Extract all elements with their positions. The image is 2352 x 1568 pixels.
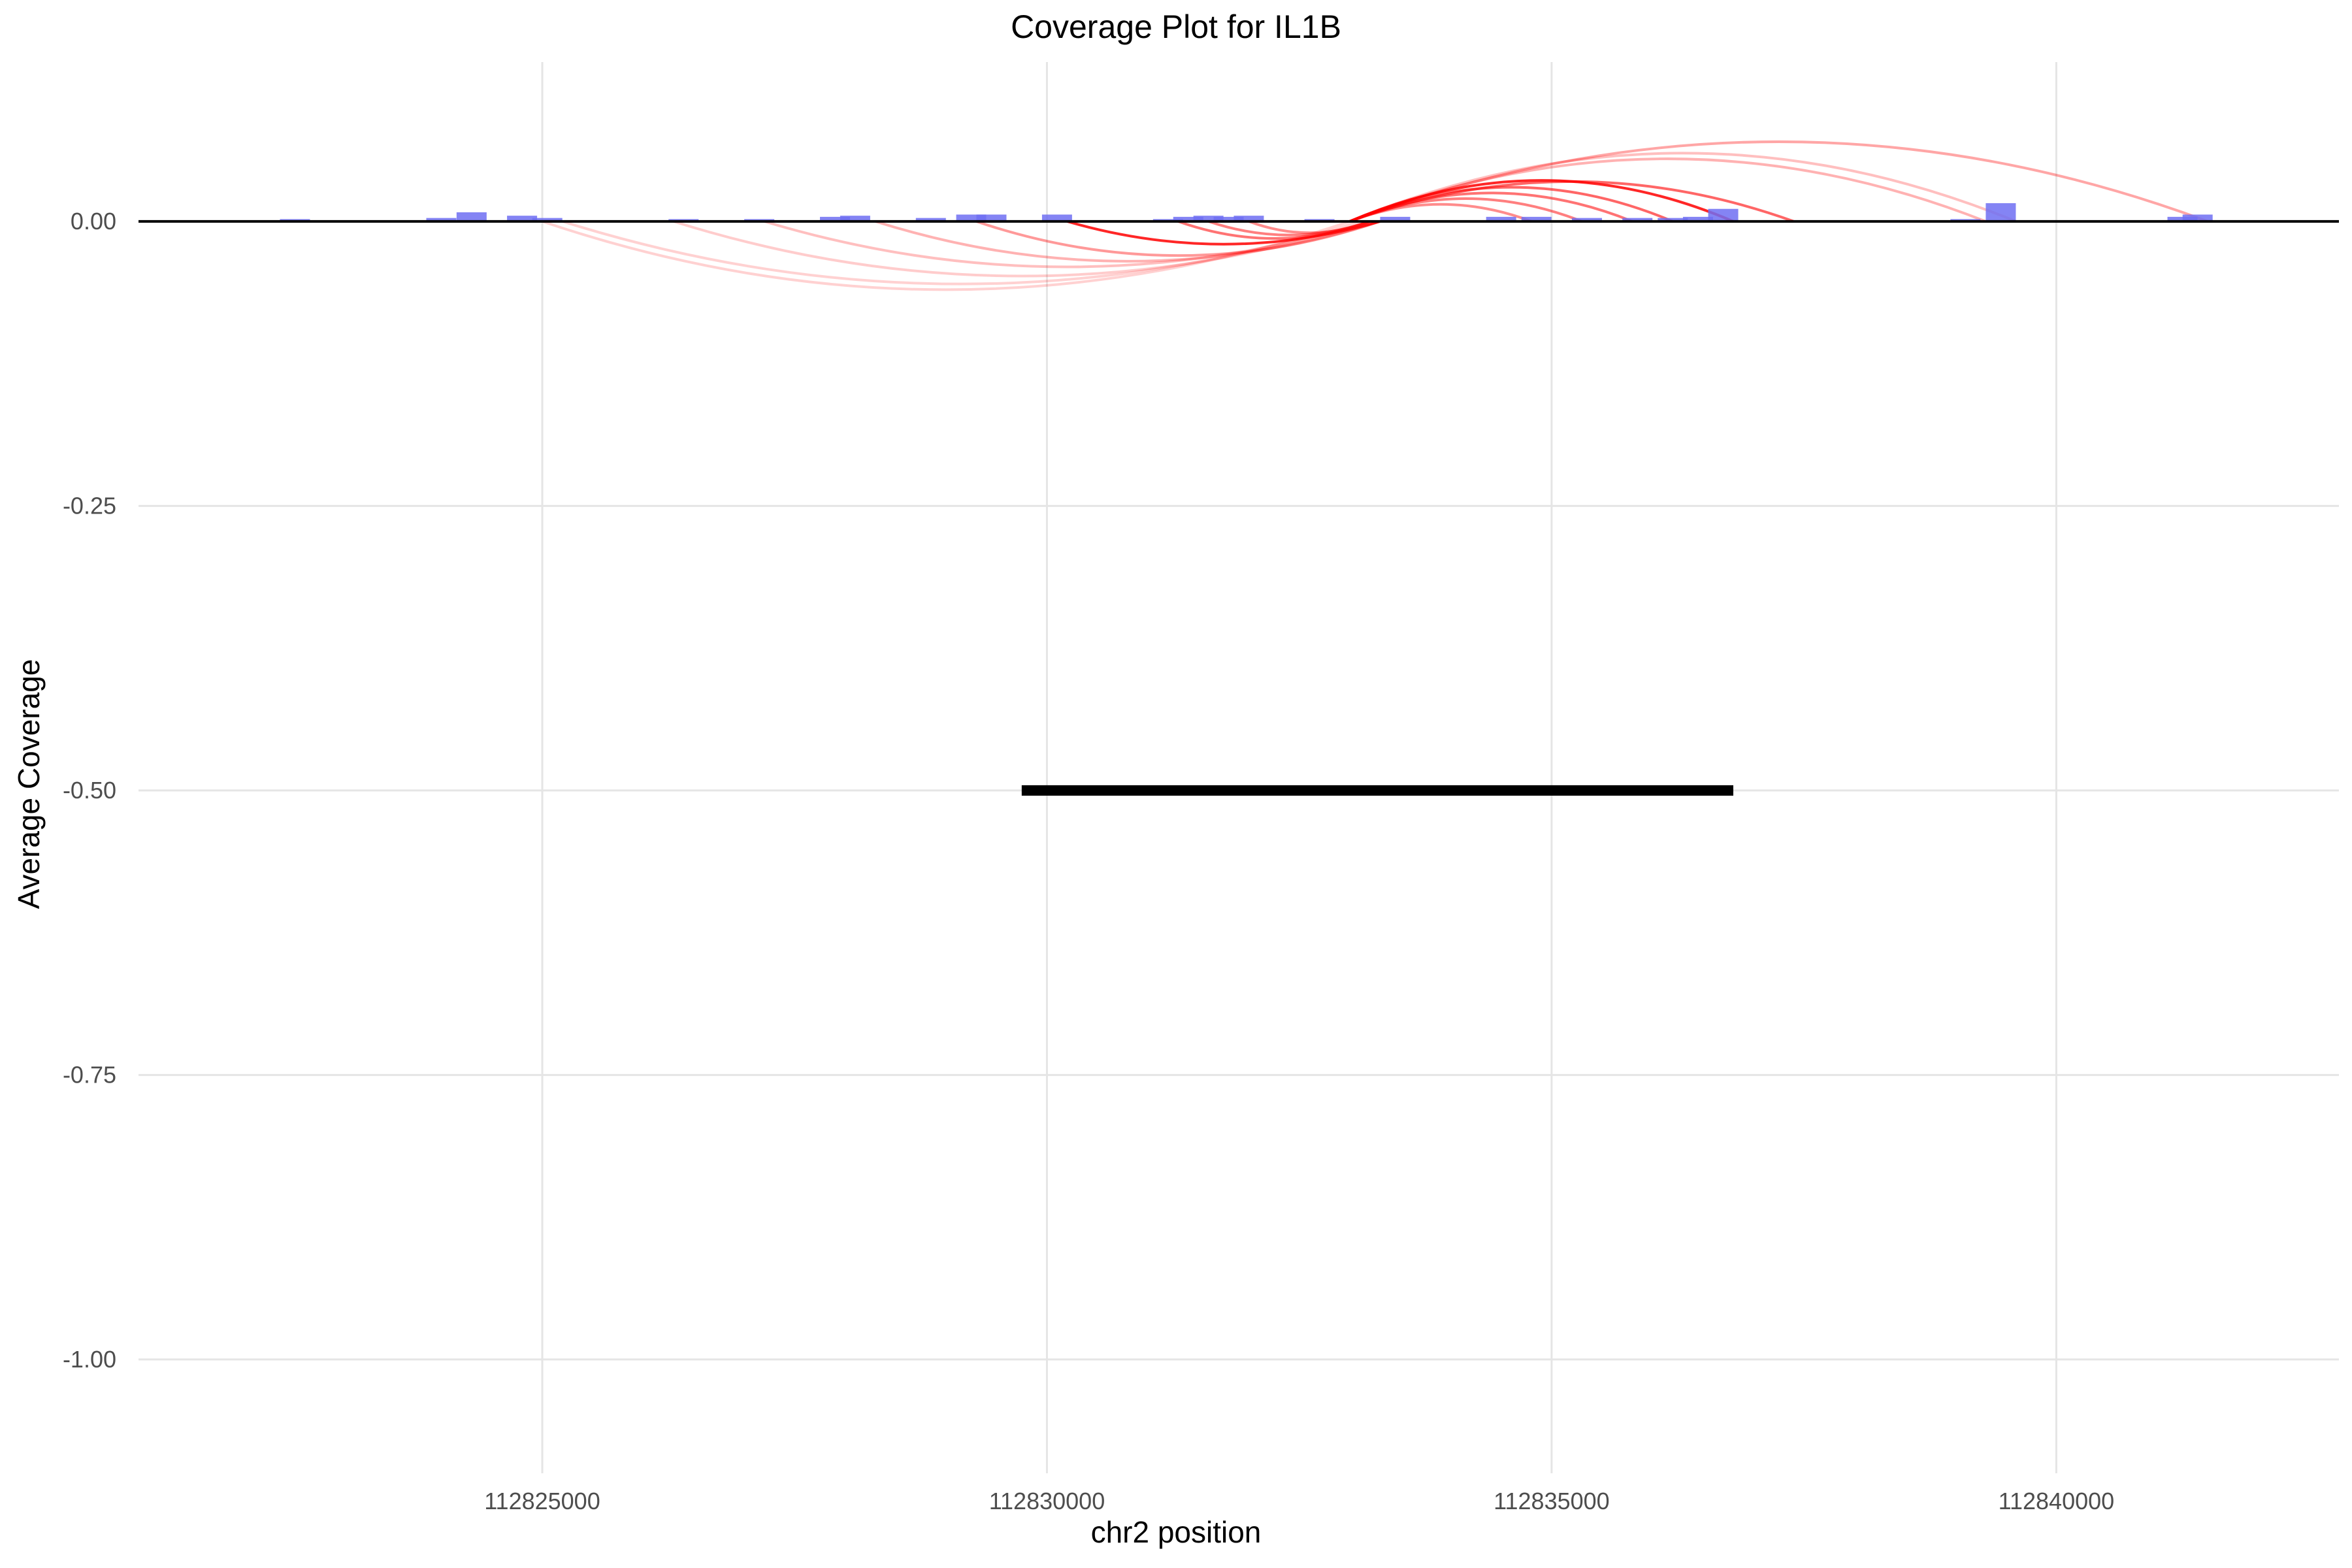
junction-arc (1208, 220, 1371, 237)
junction-arc (562, 220, 1360, 286)
chart-title: Coverage Plot for IL1B (1011, 8, 1341, 45)
junction-arc (1349, 140, 2208, 223)
junction-arc (1349, 197, 1583, 223)
x-axis-label: chr2 position (1090, 1515, 1262, 1549)
x-tick-label: 112835000 (1494, 1488, 1610, 1514)
junction-arc (1349, 152, 2017, 223)
coverage-bar (1486, 216, 1516, 221)
junction-arc (975, 220, 1380, 257)
coverage-bar (426, 218, 457, 221)
coverage-bar (2182, 214, 2213, 221)
coverage-bar (1985, 203, 2016, 221)
coverage-bar (1682, 216, 1713, 221)
coverage-bar (1622, 218, 1653, 221)
coverage-bar (915, 218, 946, 221)
x-tick-label: 112830000 (989, 1488, 1105, 1514)
coverage-bar (1213, 216, 1244, 221)
junction-arc (764, 220, 1371, 269)
y-tick-label: -1.00 (63, 1346, 116, 1373)
coverage-bar (1658, 218, 1688, 221)
junction-arc (542, 220, 1350, 291)
coverage-bar (507, 216, 538, 221)
coverage-bar (956, 214, 987, 221)
x-tick-label: 112825000 (484, 1488, 600, 1514)
coverage-bar (1572, 218, 1603, 221)
y-axis-label: Average Coverage (12, 659, 46, 909)
y-tick-label: 0.00 (71, 208, 116, 235)
x-tick-label: 112840000 (1999, 1488, 2115, 1514)
coverage-bar (1380, 216, 1411, 221)
coverage-bar (1193, 216, 1224, 221)
coverage-bar (1521, 216, 1552, 221)
coverage-bar (976, 214, 1007, 221)
y-tick-label: -0.25 (63, 492, 116, 519)
junction-arc (1349, 157, 1987, 223)
coverage-bar (1041, 214, 1072, 221)
coverage-bar (820, 216, 851, 221)
coverage-bar (2167, 216, 2198, 221)
junction-arc (1248, 220, 1371, 235)
junction-arc (1349, 203, 1532, 223)
coverage-bar (532, 218, 563, 221)
y-tick-label: -0.75 (63, 1061, 116, 1088)
y-tick-label: -0.50 (63, 777, 116, 804)
coverage-bar (456, 212, 487, 221)
coverage-bar (1708, 208, 1739, 221)
coverage-bar (1233, 216, 1264, 221)
junction-arc (875, 220, 1380, 263)
junction-arc (673, 220, 1371, 278)
coverage-bar (1173, 216, 1203, 221)
coverage-bar (840, 216, 870, 221)
